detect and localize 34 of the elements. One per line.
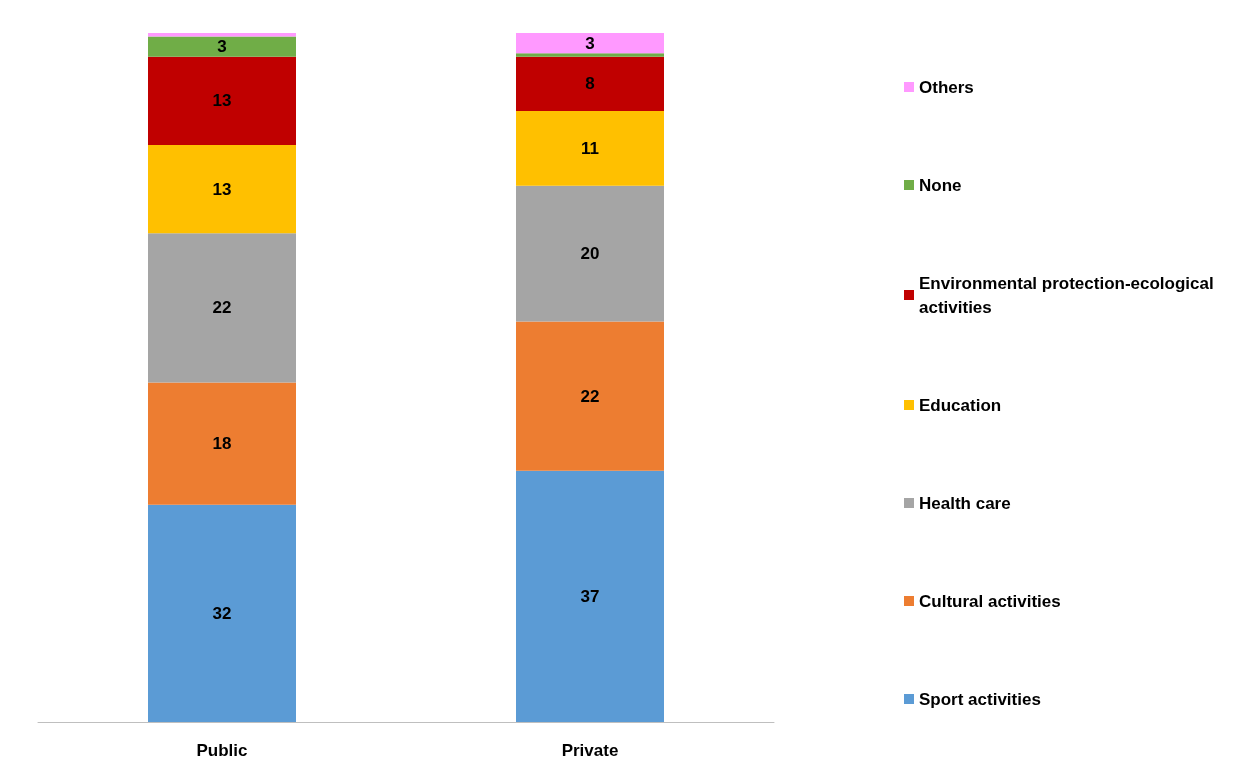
legend-label: Health care	[919, 493, 1011, 513]
legend-label: Education	[919, 395, 1002, 415]
bar	[516, 111, 664, 186]
data-label: 3	[585, 33, 595, 53]
data-label: 22	[580, 386, 600, 406]
data-label: 13	[212, 179, 232, 199]
data-label: 32	[212, 603, 232, 623]
legend-label: Sport activities	[919, 689, 1041, 709]
data-label: 3	[217, 37, 227, 57]
bar	[148, 233, 296, 383]
data-label: 20	[580, 244, 600, 264]
bar	[516, 56, 664, 112]
legend-label: Cultural activities	[919, 591, 1061, 611]
legend-label: None	[919, 175, 962, 195]
bar	[516, 470, 664, 722]
data-label: 37	[580, 586, 600, 606]
bar	[516, 185, 664, 322]
bar	[148, 504, 296, 722]
bar	[516, 321, 664, 471]
bar	[148, 56, 296, 145]
x-tick-label: Private	[561, 741, 619, 760]
legend-label: Environmental protection-ecological activities	[919, 273, 1219, 317]
data-label: 8	[585, 74, 595, 94]
bar	[516, 33, 664, 54]
data-label: 11	[581, 138, 599, 158]
x-tick-label: Public	[196, 741, 248, 760]
bar	[148, 382, 296, 505]
bar	[148, 36, 296, 57]
bar	[148, 145, 296, 234]
legend-label: Others	[919, 77, 974, 97]
data-label: 22	[212, 298, 232, 318]
data-label: 13	[212, 91, 232, 111]
bar	[516, 53, 664, 57]
data-label: 18	[212, 434, 232, 454]
